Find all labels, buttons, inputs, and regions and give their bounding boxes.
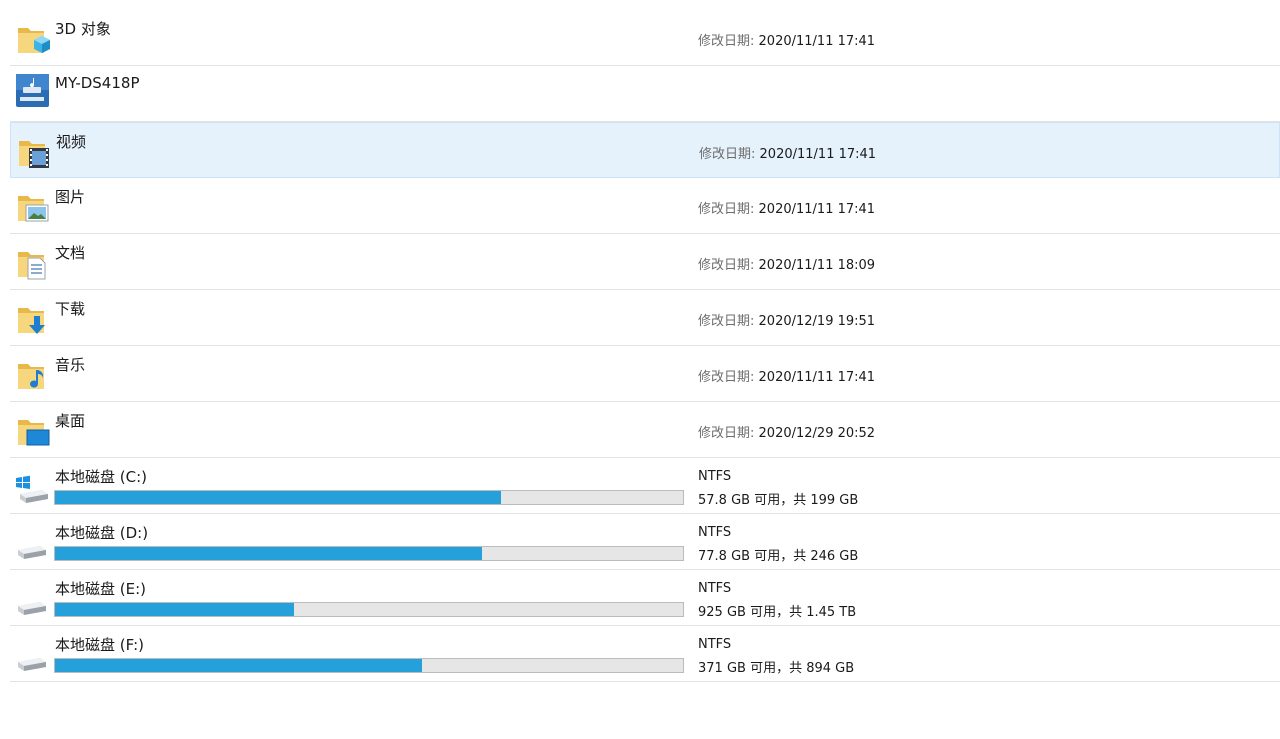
drive-name: 本地磁盘 (D:)	[55, 524, 149, 542]
pictures-folder-icon	[18, 196, 49, 222]
drive-usage-fill	[55, 603, 294, 616]
drive-usage-fill	[55, 547, 483, 560]
drive-filesystem: NTFS	[698, 637, 732, 652]
drive-c[interactable]: 本地磁盘 (C:) NTFS 57.8 GB 可用，共 199 GB	[10, 458, 1280, 514]
videos-folder-icon	[19, 141, 49, 168]
network-device-my-ds418p[interactable]: MY-DS418P	[10, 66, 1280, 122]
drive-space: 371 GB 可用，共 894 GB	[698, 661, 855, 676]
downloads-folder-icon	[18, 308, 45, 334]
folder-pictures[interactable]: 图片 修改日期: 2020/11/11 17:41	[10, 178, 1280, 234]
drive-usage-bar	[54, 658, 684, 673]
drive-usage-bar	[54, 546, 684, 561]
drive-d[interactable]: 本地磁盘 (D:) NTFS 77.8 GB 可用，共 246 GB	[10, 514, 1280, 570]
drive-space: 57.8 GB 可用，共 199 GB	[698, 493, 859, 508]
folder-documents[interactable]: 文档 修改日期: 2020/11/11 18:09	[10, 234, 1280, 290]
hard-drive-icon	[18, 546, 46, 559]
modified-date: 修改日期: 2020/11/11 17:41	[698, 370, 876, 385]
drive-filesystem: NTFS	[698, 469, 732, 484]
3d-objects-folder-icon	[18, 28, 50, 53]
hard-drive-icon	[18, 658, 46, 671]
folder-downloads[interactable]: 下载 修改日期: 2020/12/19 19:51	[10, 290, 1280, 346]
modified-date: 修改日期: 2020/11/11 17:41	[698, 202, 876, 217]
item-name: 桌面	[55, 412, 86, 430]
modified-date: 修改日期: 2020/11/11 17:41	[699, 147, 877, 162]
folder-3d-objects[interactable]: 3D 对象 修改日期: 2020/11/11 17:41	[10, 10, 1280, 66]
drive-filesystem: NTFS	[698, 581, 732, 596]
desktop-folder-icon	[18, 420, 50, 446]
windows-system-drive-icon	[16, 475, 48, 503]
music-folder-icon	[18, 364, 44, 389]
item-name: 音乐	[55, 356, 86, 374]
modified-date: 修改日期: 2020/12/19 19:51	[698, 314, 876, 329]
modified-date: 修改日期: 2020/11/11 17:41	[698, 34, 876, 49]
drive-name: 本地磁盘 (E:)	[55, 580, 147, 598]
drive-usage-fill	[55, 659, 423, 672]
folder-videos[interactable]: 视频 修改日期: 2020/11/11 17:41	[10, 122, 1280, 178]
documents-folder-icon	[18, 252, 46, 280]
drive-filesystem: NTFS	[698, 525, 732, 540]
drive-e[interactable]: 本地磁盘 (E:) NTFS 925 GB 可用，共 1.45 TB	[10, 570, 1280, 626]
item-name: 下载	[55, 300, 86, 318]
hard-drive-icon	[18, 602, 46, 615]
synology-nas-icon	[16, 74, 49, 107]
drive-f[interactable]: 本地磁盘 (F:) NTFS 371 GB 可用，共 894 GB	[10, 626, 1280, 682]
drive-usage-bar	[54, 490, 684, 505]
modified-date: 修改日期: 2020/11/11 18:09	[698, 258, 876, 273]
item-name: MY-DS418P	[55, 74, 140, 92]
folder-desktop[interactable]: 桌面 修改日期: 2020/12/29 20:52	[10, 402, 1280, 458]
drive-usage-fill	[55, 491, 501, 504]
drive-name: 本地磁盘 (C:)	[55, 468, 147, 486]
item-name: 文档	[55, 244, 86, 262]
item-name: 图片	[55, 188, 86, 206]
drive-space: 77.8 GB 可用，共 246 GB	[698, 549, 859, 564]
folder-music[interactable]: 音乐 修改日期: 2020/11/11 17:41	[10, 346, 1280, 402]
drive-name: 本地磁盘 (F:)	[55, 636, 144, 654]
drive-usage-bar	[54, 602, 684, 617]
drive-space: 925 GB 可用，共 1.45 TB	[698, 605, 857, 620]
item-name: 视频	[56, 133, 87, 151]
modified-date: 修改日期: 2020/12/29 20:52	[698, 426, 876, 441]
item-name: 3D 对象	[55, 20, 111, 38]
